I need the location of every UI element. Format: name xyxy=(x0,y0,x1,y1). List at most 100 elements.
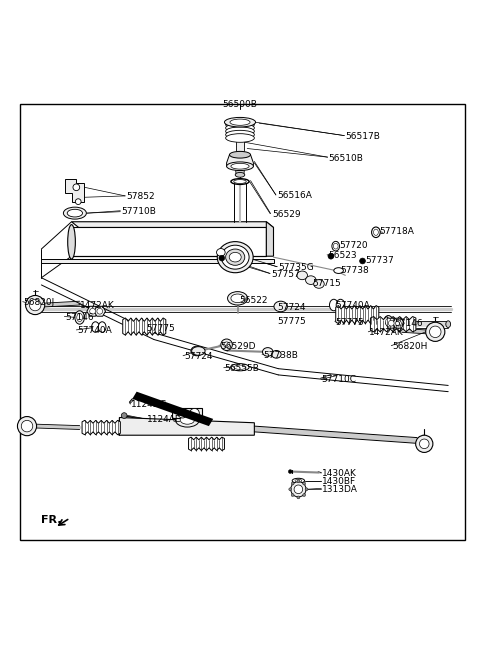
Circle shape xyxy=(289,488,292,491)
Text: 57775: 57775 xyxy=(336,318,364,327)
Circle shape xyxy=(73,184,80,191)
Polygon shape xyxy=(94,306,106,316)
Ellipse shape xyxy=(226,123,254,133)
Circle shape xyxy=(303,482,306,485)
Ellipse shape xyxy=(231,178,249,184)
Circle shape xyxy=(297,496,300,499)
Ellipse shape xyxy=(384,316,393,329)
Polygon shape xyxy=(266,222,274,256)
Ellipse shape xyxy=(217,241,253,273)
Circle shape xyxy=(288,470,292,474)
Polygon shape xyxy=(236,133,244,151)
Text: 1313DA: 1313DA xyxy=(323,485,358,494)
Polygon shape xyxy=(371,316,416,332)
Circle shape xyxy=(297,480,300,483)
Ellipse shape xyxy=(226,131,254,139)
Ellipse shape xyxy=(332,241,339,251)
Ellipse shape xyxy=(372,227,380,237)
Polygon shape xyxy=(172,409,202,417)
Circle shape xyxy=(221,339,232,350)
Ellipse shape xyxy=(235,173,245,177)
Ellipse shape xyxy=(228,292,248,305)
Ellipse shape xyxy=(226,120,254,129)
Ellipse shape xyxy=(92,322,99,333)
Circle shape xyxy=(396,320,401,326)
Ellipse shape xyxy=(329,299,338,311)
Ellipse shape xyxy=(334,268,343,274)
Ellipse shape xyxy=(226,134,254,142)
Text: 57735G: 57735G xyxy=(278,263,314,272)
Polygon shape xyxy=(227,155,253,166)
Circle shape xyxy=(426,322,445,341)
Circle shape xyxy=(430,326,441,338)
Circle shape xyxy=(388,320,394,326)
Text: 57718A: 57718A xyxy=(379,227,414,236)
Ellipse shape xyxy=(314,279,324,288)
Circle shape xyxy=(305,488,308,491)
Ellipse shape xyxy=(292,478,305,483)
Circle shape xyxy=(360,258,365,264)
Ellipse shape xyxy=(297,271,308,279)
Text: 57710B: 57710B xyxy=(121,207,156,216)
Text: 57738B: 57738B xyxy=(263,351,298,359)
Ellipse shape xyxy=(336,299,345,311)
Polygon shape xyxy=(87,306,98,316)
Polygon shape xyxy=(235,166,245,175)
Circle shape xyxy=(25,295,45,315)
Text: 57146: 57146 xyxy=(394,319,423,328)
Text: 56820J: 56820J xyxy=(24,298,55,307)
Ellipse shape xyxy=(231,163,249,169)
Polygon shape xyxy=(189,437,225,451)
Text: 1124AE: 1124AE xyxy=(147,415,181,424)
Ellipse shape xyxy=(191,346,203,356)
Ellipse shape xyxy=(192,346,205,356)
Circle shape xyxy=(328,253,334,259)
Circle shape xyxy=(303,493,306,497)
Circle shape xyxy=(29,299,41,311)
Text: 57757: 57757 xyxy=(271,270,300,279)
Ellipse shape xyxy=(75,311,84,324)
Circle shape xyxy=(291,482,306,497)
Polygon shape xyxy=(120,417,254,435)
Text: 57724: 57724 xyxy=(277,303,306,312)
Ellipse shape xyxy=(231,363,249,371)
Circle shape xyxy=(121,413,127,419)
Circle shape xyxy=(21,420,33,432)
Ellipse shape xyxy=(229,253,241,262)
Polygon shape xyxy=(72,228,266,256)
Ellipse shape xyxy=(98,322,106,333)
Polygon shape xyxy=(336,306,379,323)
Circle shape xyxy=(97,308,103,314)
Ellipse shape xyxy=(175,413,199,427)
Text: 57740A: 57740A xyxy=(336,301,371,310)
Text: 57146: 57146 xyxy=(65,313,94,322)
Text: 1430AK: 1430AK xyxy=(323,469,357,478)
Circle shape xyxy=(416,435,433,453)
Ellipse shape xyxy=(216,249,225,256)
Text: 57852: 57852 xyxy=(126,192,155,201)
Text: 56555B: 56555B xyxy=(225,364,260,373)
Ellipse shape xyxy=(274,301,288,312)
Text: 57720: 57720 xyxy=(339,241,368,250)
Text: 56522: 56522 xyxy=(239,296,267,305)
Ellipse shape xyxy=(234,365,246,369)
Text: 57738: 57738 xyxy=(340,266,369,275)
Ellipse shape xyxy=(234,180,246,184)
Ellipse shape xyxy=(180,416,194,424)
Circle shape xyxy=(291,493,294,497)
Circle shape xyxy=(17,417,36,436)
Polygon shape xyxy=(132,392,213,426)
Circle shape xyxy=(190,409,199,418)
Text: 56500B: 56500B xyxy=(223,100,257,108)
Text: 57737: 57737 xyxy=(365,256,394,265)
Ellipse shape xyxy=(306,276,316,285)
Ellipse shape xyxy=(68,224,75,259)
Text: 56510B: 56510B xyxy=(328,154,363,163)
Ellipse shape xyxy=(229,152,251,158)
Ellipse shape xyxy=(63,207,86,219)
Circle shape xyxy=(75,199,81,205)
Ellipse shape xyxy=(226,249,245,265)
Text: 56820H: 56820H xyxy=(392,342,428,351)
Polygon shape xyxy=(65,178,84,201)
Text: 56529D: 56529D xyxy=(220,342,255,351)
